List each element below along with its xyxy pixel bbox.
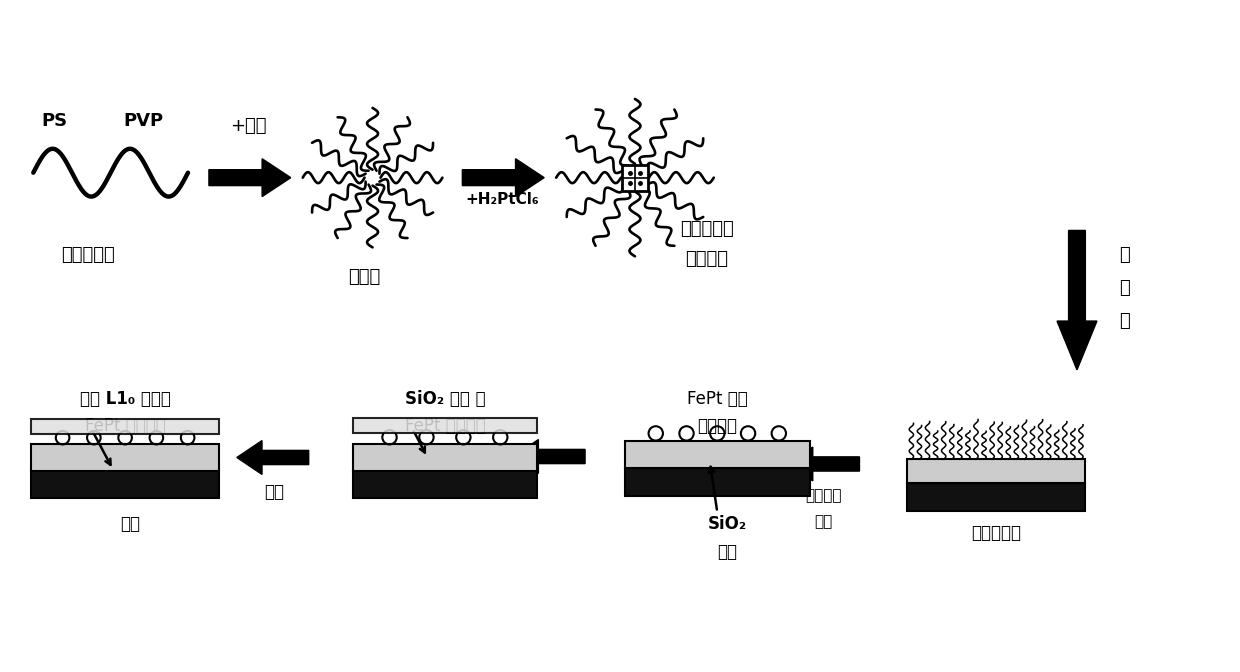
Bar [622,165,649,191]
Text: FePt 纳米颗粒: FePt 纳米颗粒 [404,417,485,435]
Text: 高温: 高温 [264,483,284,501]
Text: 反胶束: 反胶束 [348,268,381,286]
Bar [908,483,1085,511]
Polygon shape [787,447,859,481]
Text: 旋: 旋 [1120,247,1130,264]
Text: 退火: 退火 [120,515,140,533]
Polygon shape [513,439,585,474]
Bar [352,470,537,499]
Text: PVP: PVP [123,112,164,130]
Bar [352,418,537,433]
Polygon shape [1056,230,1097,370]
Text: 的反胶束: 的反胶束 [686,250,728,268]
Bar [31,444,219,470]
Text: +H₂PtCl₆: +H₂PtCl₆ [465,192,539,207]
Text: 等离子体: 等离子体 [805,489,842,503]
Text: PS: PS [41,112,67,130]
Text: 金属盐负载: 金属盐负载 [680,220,734,239]
Text: 法: 法 [1120,312,1130,330]
Text: 具有 L1₀ 取向的: 具有 L1₀ 取向的 [79,390,171,408]
Text: 盖层: 盖层 [717,543,738,561]
Text: FePt 纳米: FePt 纳米 [687,390,748,408]
Text: 反胶束阵列: 反胶束阵列 [971,524,1022,542]
Text: SiO₂ 保护 的: SiO₂ 保护 的 [404,390,485,408]
Text: +甲苯: +甲苯 [231,117,267,135]
Polygon shape [208,159,290,197]
Text: SiO₂: SiO₂ [708,515,746,533]
Bar [31,470,219,499]
Text: FePt 纳米颗粒: FePt 纳米颗粒 [84,417,165,435]
Bar [908,459,1085,483]
Bar [31,419,219,433]
Polygon shape [237,441,309,474]
Text: 涂: 涂 [1120,279,1130,297]
Bar [625,441,810,468]
Text: 嵌段共聚物: 嵌段共聚物 [61,247,115,264]
Polygon shape [463,159,544,197]
Bar [625,468,810,497]
Text: 颗粒阵列: 颗粒阵列 [697,417,738,435]
Bar [352,444,537,470]
Text: 刻蚀: 刻蚀 [815,514,833,530]
